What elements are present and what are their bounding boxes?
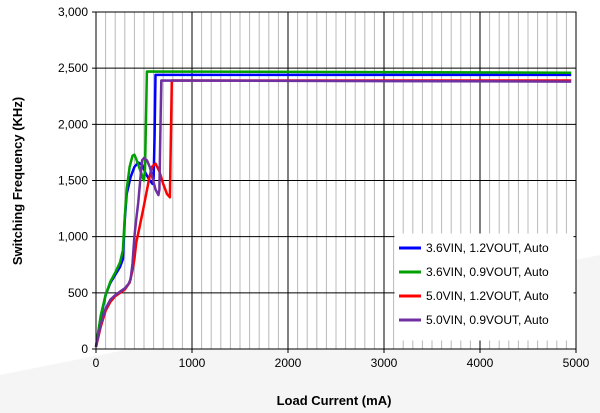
x-tick-label: 2000 xyxy=(275,356,302,370)
series-line-2 xyxy=(94,70,572,347)
x-tick-label: 5000 xyxy=(563,356,590,370)
series-line-4 xyxy=(94,79,572,348)
legend: 3.6VIN, 1.2VOUT, Auto 3.6VIN, 0.9VOUT, Au… xyxy=(394,233,574,341)
x-tick-label: 4000 xyxy=(467,356,494,370)
x-axis-title: Load Current (mA) xyxy=(277,393,392,408)
legend-label-3: 5.0VIN, 1.2VOUT, Auto xyxy=(426,289,549,303)
y-tick-label: 0 xyxy=(81,342,88,356)
legend-label-4: 5.0VIN, 0.9VOUT, Auto xyxy=(426,313,549,327)
legend-box xyxy=(394,233,574,341)
legend-label-2: 3.6VIN, 0.9VOUT, Auto xyxy=(426,265,549,279)
y-tick-label: 2,000 xyxy=(58,117,88,131)
y-tick-label: 1,500 xyxy=(58,174,88,188)
x-tick-label: 0 xyxy=(93,356,100,370)
plot-area xyxy=(94,70,572,348)
y-tick-label: 1,000 xyxy=(58,230,88,244)
x-tick-label: 1000 xyxy=(179,356,206,370)
y-axis-title: Switching Frequency (KHz) xyxy=(10,97,25,265)
y-tick-label: 2,500 xyxy=(58,61,88,75)
y-tick-label: 500 xyxy=(68,286,88,300)
x-tick-label: 3000 xyxy=(371,356,398,370)
y-tick-label: 3,000 xyxy=(58,5,88,19)
axes: 0 1000 2000 3000 4000 5000 0 500 1,000 1,500 2,000… xyxy=(58,5,590,370)
legend-label-1: 3.6VIN, 1.2VOUT, Auto xyxy=(426,241,549,255)
